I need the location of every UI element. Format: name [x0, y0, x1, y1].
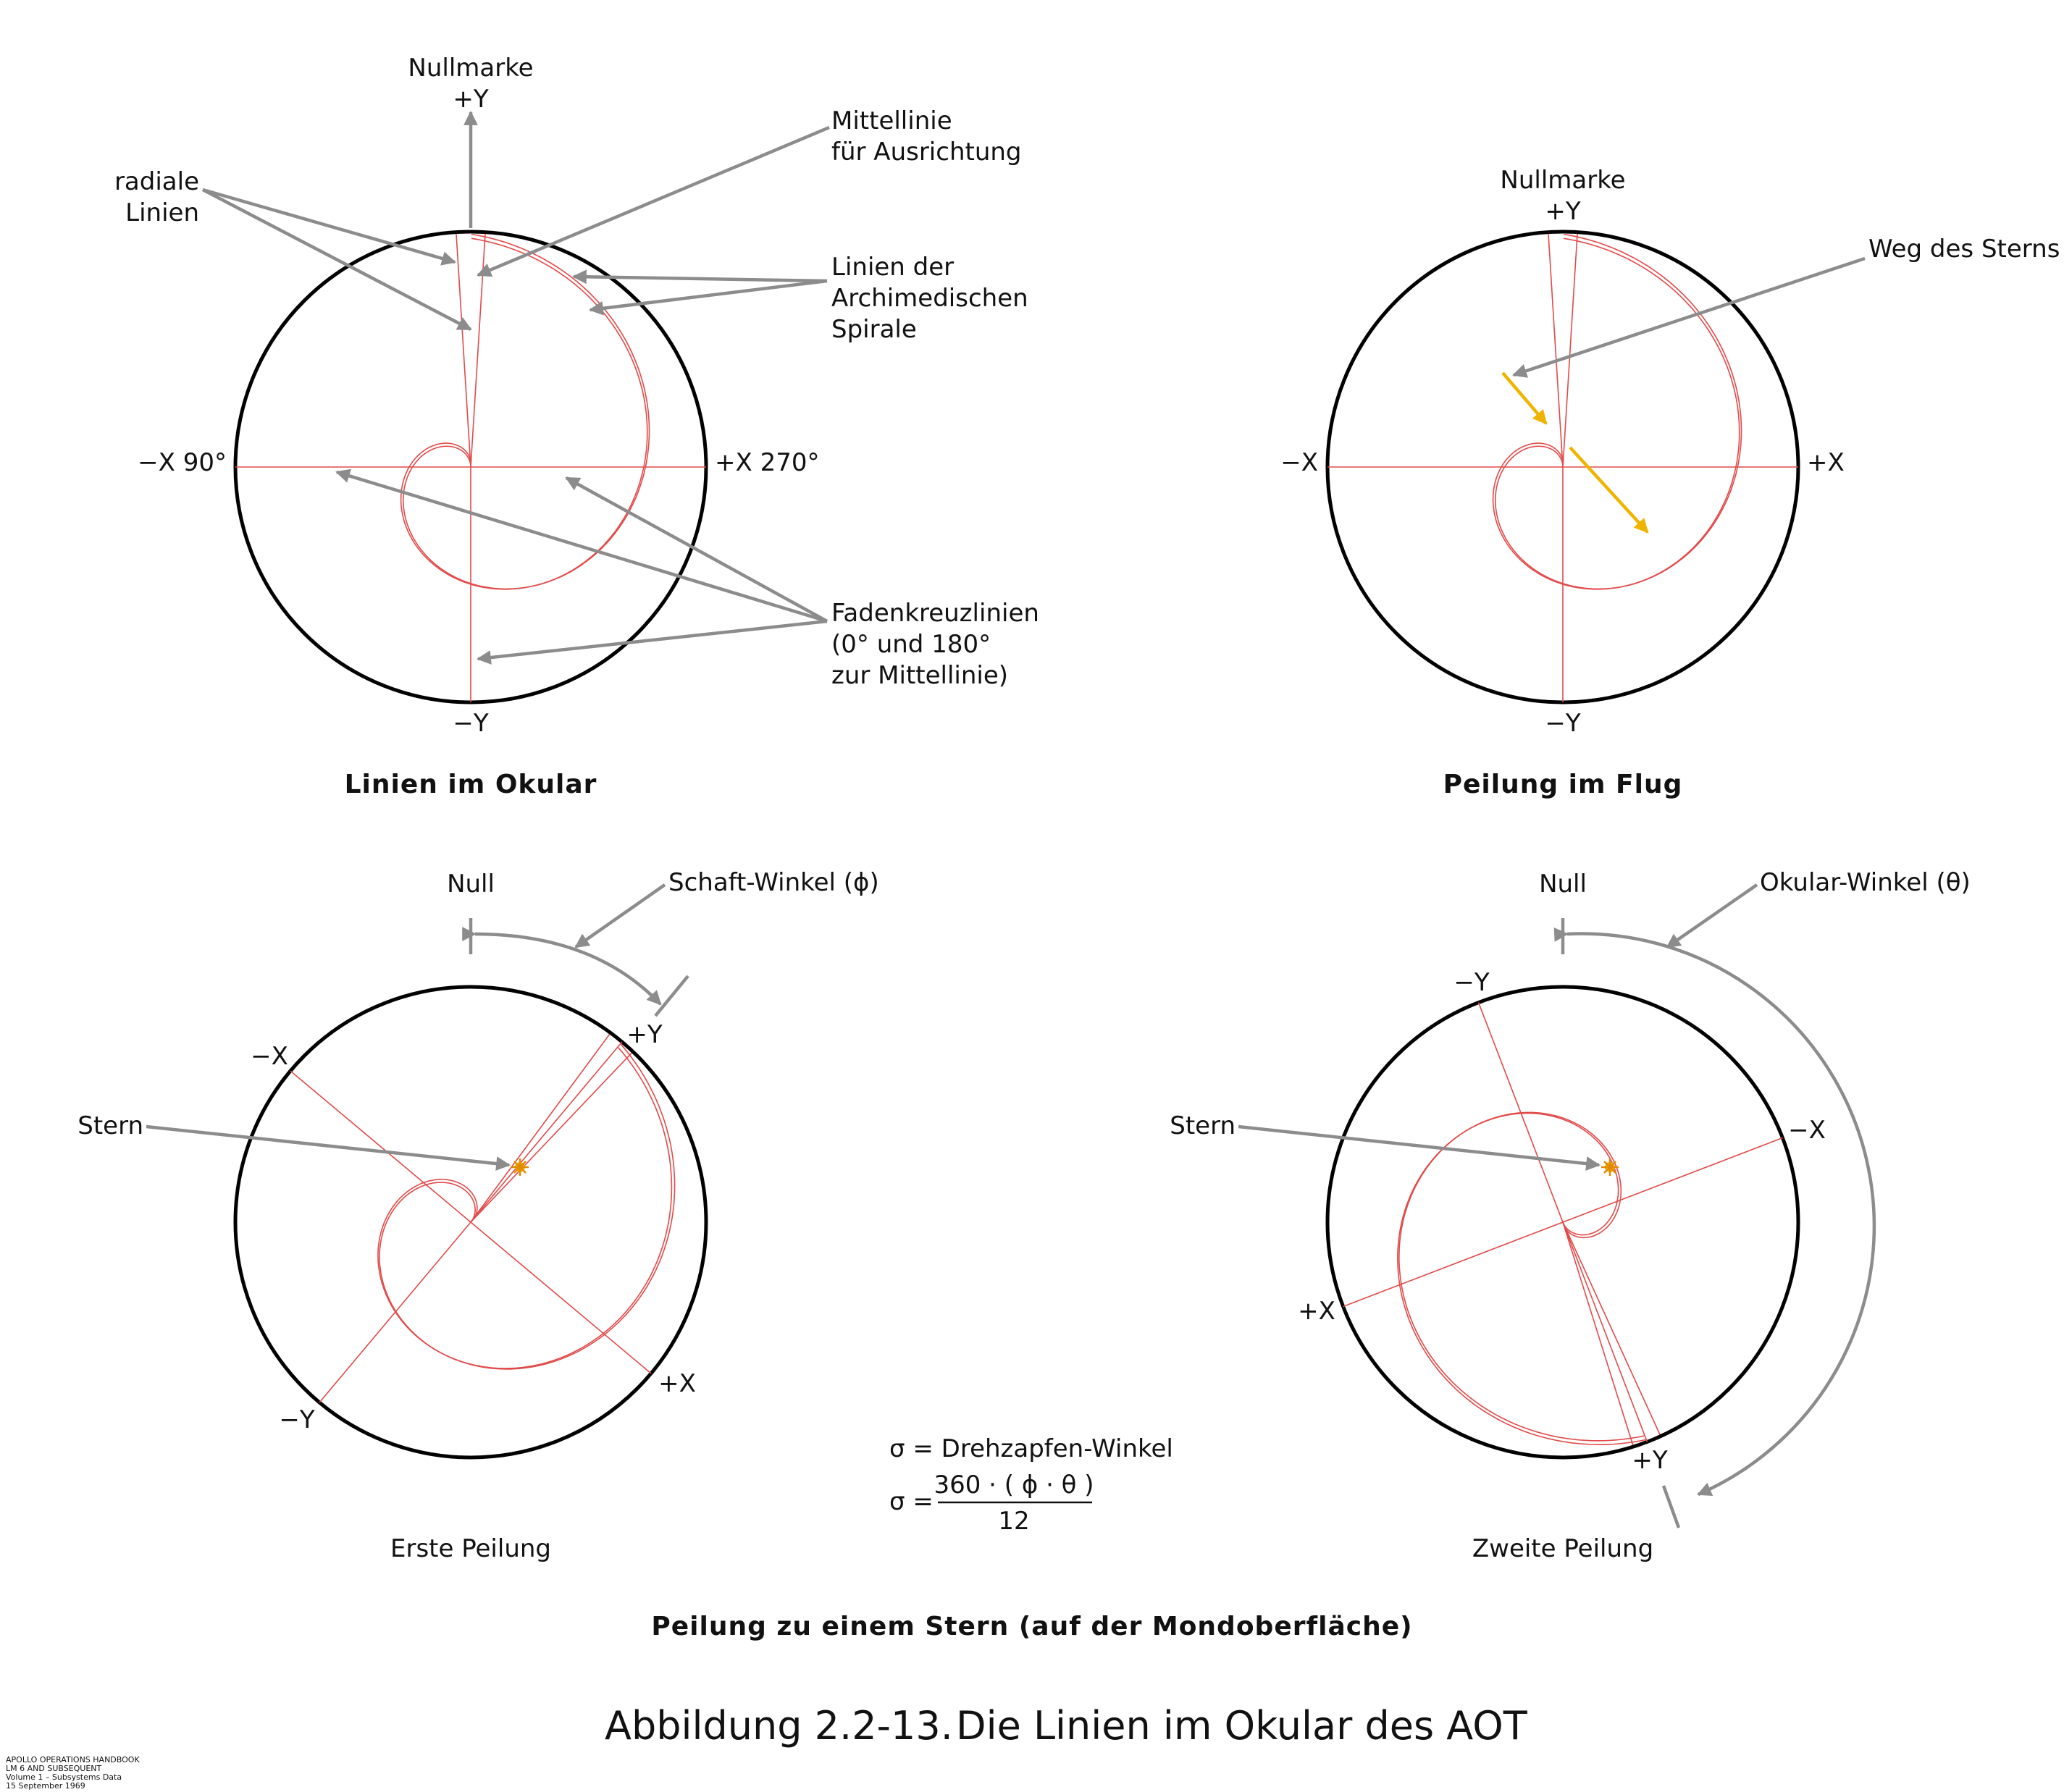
weg-pointer: [1512, 256, 1866, 378]
caption-number: Abbildung 2.2-13.: [605, 1703, 953, 1749]
spiral-line: [1397, 1112, 1646, 1445]
star-path-arrow-1: [1501, 371, 1548, 425]
panel-peilung-im-flug: Nullmarke +Y −Y −X +X Weg des Sterns Pei…: [1280, 166, 2060, 799]
minus-x-label: −X: [1280, 448, 1318, 477]
spiral-line: [1495, 233, 1742, 590]
star-icon: [511, 1158, 529, 1176]
fadenkreuz-label-3: zur Mittellinie): [831, 661, 1008, 690]
rotated-reticle: [290, 1034, 676, 1403]
panel-erste-peilung: Null Schaft-Winkel (ϕ) +Y −X +X −Y Stern…: [77, 868, 879, 1563]
stern-pointer: [1238, 1124, 1601, 1171]
panel-title: Erste Peilung: [390, 1534, 551, 1563]
minus-x-label: −X 90°: [138, 448, 227, 477]
weg-label: Weg des Sterns: [1868, 235, 2060, 264]
radial-label-1: radiale: [114, 167, 199, 196]
mittellinie-label-2: für Ausrichtung: [831, 138, 1022, 167]
spiral-line: [379, 1043, 676, 1370]
radial-label-2: Linien: [125, 198, 199, 227]
minus-y-label: −Y: [453, 709, 488, 738]
radial-line-right: [1562, 1221, 1634, 1446]
fadenkreuz-pointer-3: [477, 619, 828, 665]
minus-x-label: −X: [251, 1042, 288, 1071]
plus-x-label: +X: [1807, 448, 1845, 477]
plus-y-tick: [1661, 1485, 1681, 1528]
winkel-label: Schaft-Winkel (ϕ): [668, 868, 879, 897]
spirale-pointer-2: [589, 279, 828, 316]
formula-definition: σ = Drehzapfen-Winkel: [889, 1434, 1173, 1463]
plus-y-tick: [654, 975, 689, 1017]
formula-lhs: σ =: [889, 1487, 934, 1516]
radial-pointer-2: [201, 188, 472, 331]
spirale-pointer-1: [572, 269, 828, 285]
plus-y-label: +Y: [453, 85, 488, 114]
footer-block: APOLLO OPERATIONS HANDBOOK LM 6 AND SUBS…: [6, 1755, 140, 1791]
radial-line-right: [1562, 233, 1578, 468]
stern-pointer: [146, 1124, 511, 1171]
mittellinie-label-1: Mittellinie: [831, 106, 952, 135]
footer-line-4: 15 September 1969: [6, 1781, 85, 1791]
radial-line-left: [470, 1034, 611, 1223]
null-label: Null: [1539, 870, 1587, 899]
archimedean-spiral: [1397, 1111, 1646, 1445]
spiral-line: [377, 1047, 673, 1369]
plus-x-label: +X 270°: [715, 448, 819, 477]
nullmarke-label: Nullmarke: [1500, 166, 1625, 195]
plus-y-label: +Y: [1632, 1446, 1667, 1475]
bottom-title: Peilung zu einem Stern (auf der Mondober…: [651, 1612, 1412, 1641]
spirale-label-1: Linien der: [831, 253, 954, 282]
spirale-label-3: Spirale: [831, 315, 917, 344]
star-icon: [1601, 1158, 1619, 1176]
archimedean-spiral: [377, 1043, 676, 1370]
radial-line-right: [470, 1052, 632, 1223]
panel-title: Peilung im Flug: [1443, 770, 1683, 799]
caption-text: Die Linien im Okular des AOT: [956, 1703, 1528, 1749]
panel-linien-im-okular: Nullmarke +Y −Y −X 90° +X 270° radiale L…: [114, 54, 1039, 799]
minus-y-label: −Y: [279, 1405, 314, 1434]
archimedean-spiral: [1492, 233, 1742, 590]
plus-x-label: +X: [1298, 1297, 1335, 1326]
plus-x-label: +X: [658, 1369, 696, 1398]
formula: σ = Drehzapfen-Winkel σ = 360 · ( ϕ · θ …: [889, 1434, 1173, 1536]
nullmarke-label: Nullmarke: [408, 54, 533, 83]
null-label: Null: [447, 870, 495, 899]
spiral-line: [400, 237, 648, 590]
spiral-line: [1492, 237, 1740, 590]
formula-denominator: 12: [998, 1507, 1029, 1536]
radial-line-left: [1548, 233, 1564, 468]
eyepiece-angle-arc: [1553, 927, 1876, 1497]
fadenkreuz-pointer-1: [335, 468, 828, 623]
minus-y-label: −Y: [1545, 709, 1580, 738]
minus-y-label: −Y: [1453, 968, 1489, 997]
plus-y-label: +Y: [626, 1020, 662, 1049]
panel-zweite-peilung: Null Okular-Winkel (θ) −Y −X +X +Y Stern…: [1170, 868, 1971, 1563]
mittellinie-pointer: [477, 125, 830, 277]
winkel-label: Okular-Winkel (θ): [1760, 868, 1971, 897]
shaft-angle-arc: [462, 927, 662, 1006]
footer-line-3: Volume 1 – Subsystems Data: [6, 1772, 122, 1782]
stern-label: Stern: [77, 1111, 143, 1140]
radial-pointer-1: [202, 188, 456, 266]
spirale-label-2: Archimedischen: [831, 284, 1028, 313]
radial-line-left: [1562, 1221, 1661, 1435]
fadenkreuz-label-1: Fadenkreuzlinien: [831, 599, 1039, 628]
radial-line-right: [470, 233, 486, 468]
plus-y-label: +Y: [1545, 197, 1580, 226]
radial-line-left: [456, 233, 471, 468]
footer-line-1: APOLLO OPERATIONS HANDBOOK: [6, 1755, 140, 1764]
panel-title: Linien im Okular: [345, 770, 597, 799]
star-path-arrow-2: [1569, 446, 1649, 534]
winkel-pointer: [1666, 883, 1758, 948]
formula-numerator: 360 · ( ϕ · θ ): [934, 1471, 1094, 1499]
winkel-pointer: [574, 883, 666, 948]
stern-label: Stern: [1170, 1111, 1236, 1140]
footer-line-2: LM 6 AND SUBSEQUENT: [6, 1764, 102, 1773]
fadenkreuz-pointer-2: [565, 476, 828, 623]
fadenkreuz-label-2: (0° und 180°: [831, 630, 991, 659]
archimedean-spiral: [400, 233, 650, 590]
panel-title: Zweite Peilung: [1472, 1534, 1653, 1563]
minus-x-label: −X: [1788, 1116, 1826, 1145]
spiral-line: [403, 233, 650, 590]
